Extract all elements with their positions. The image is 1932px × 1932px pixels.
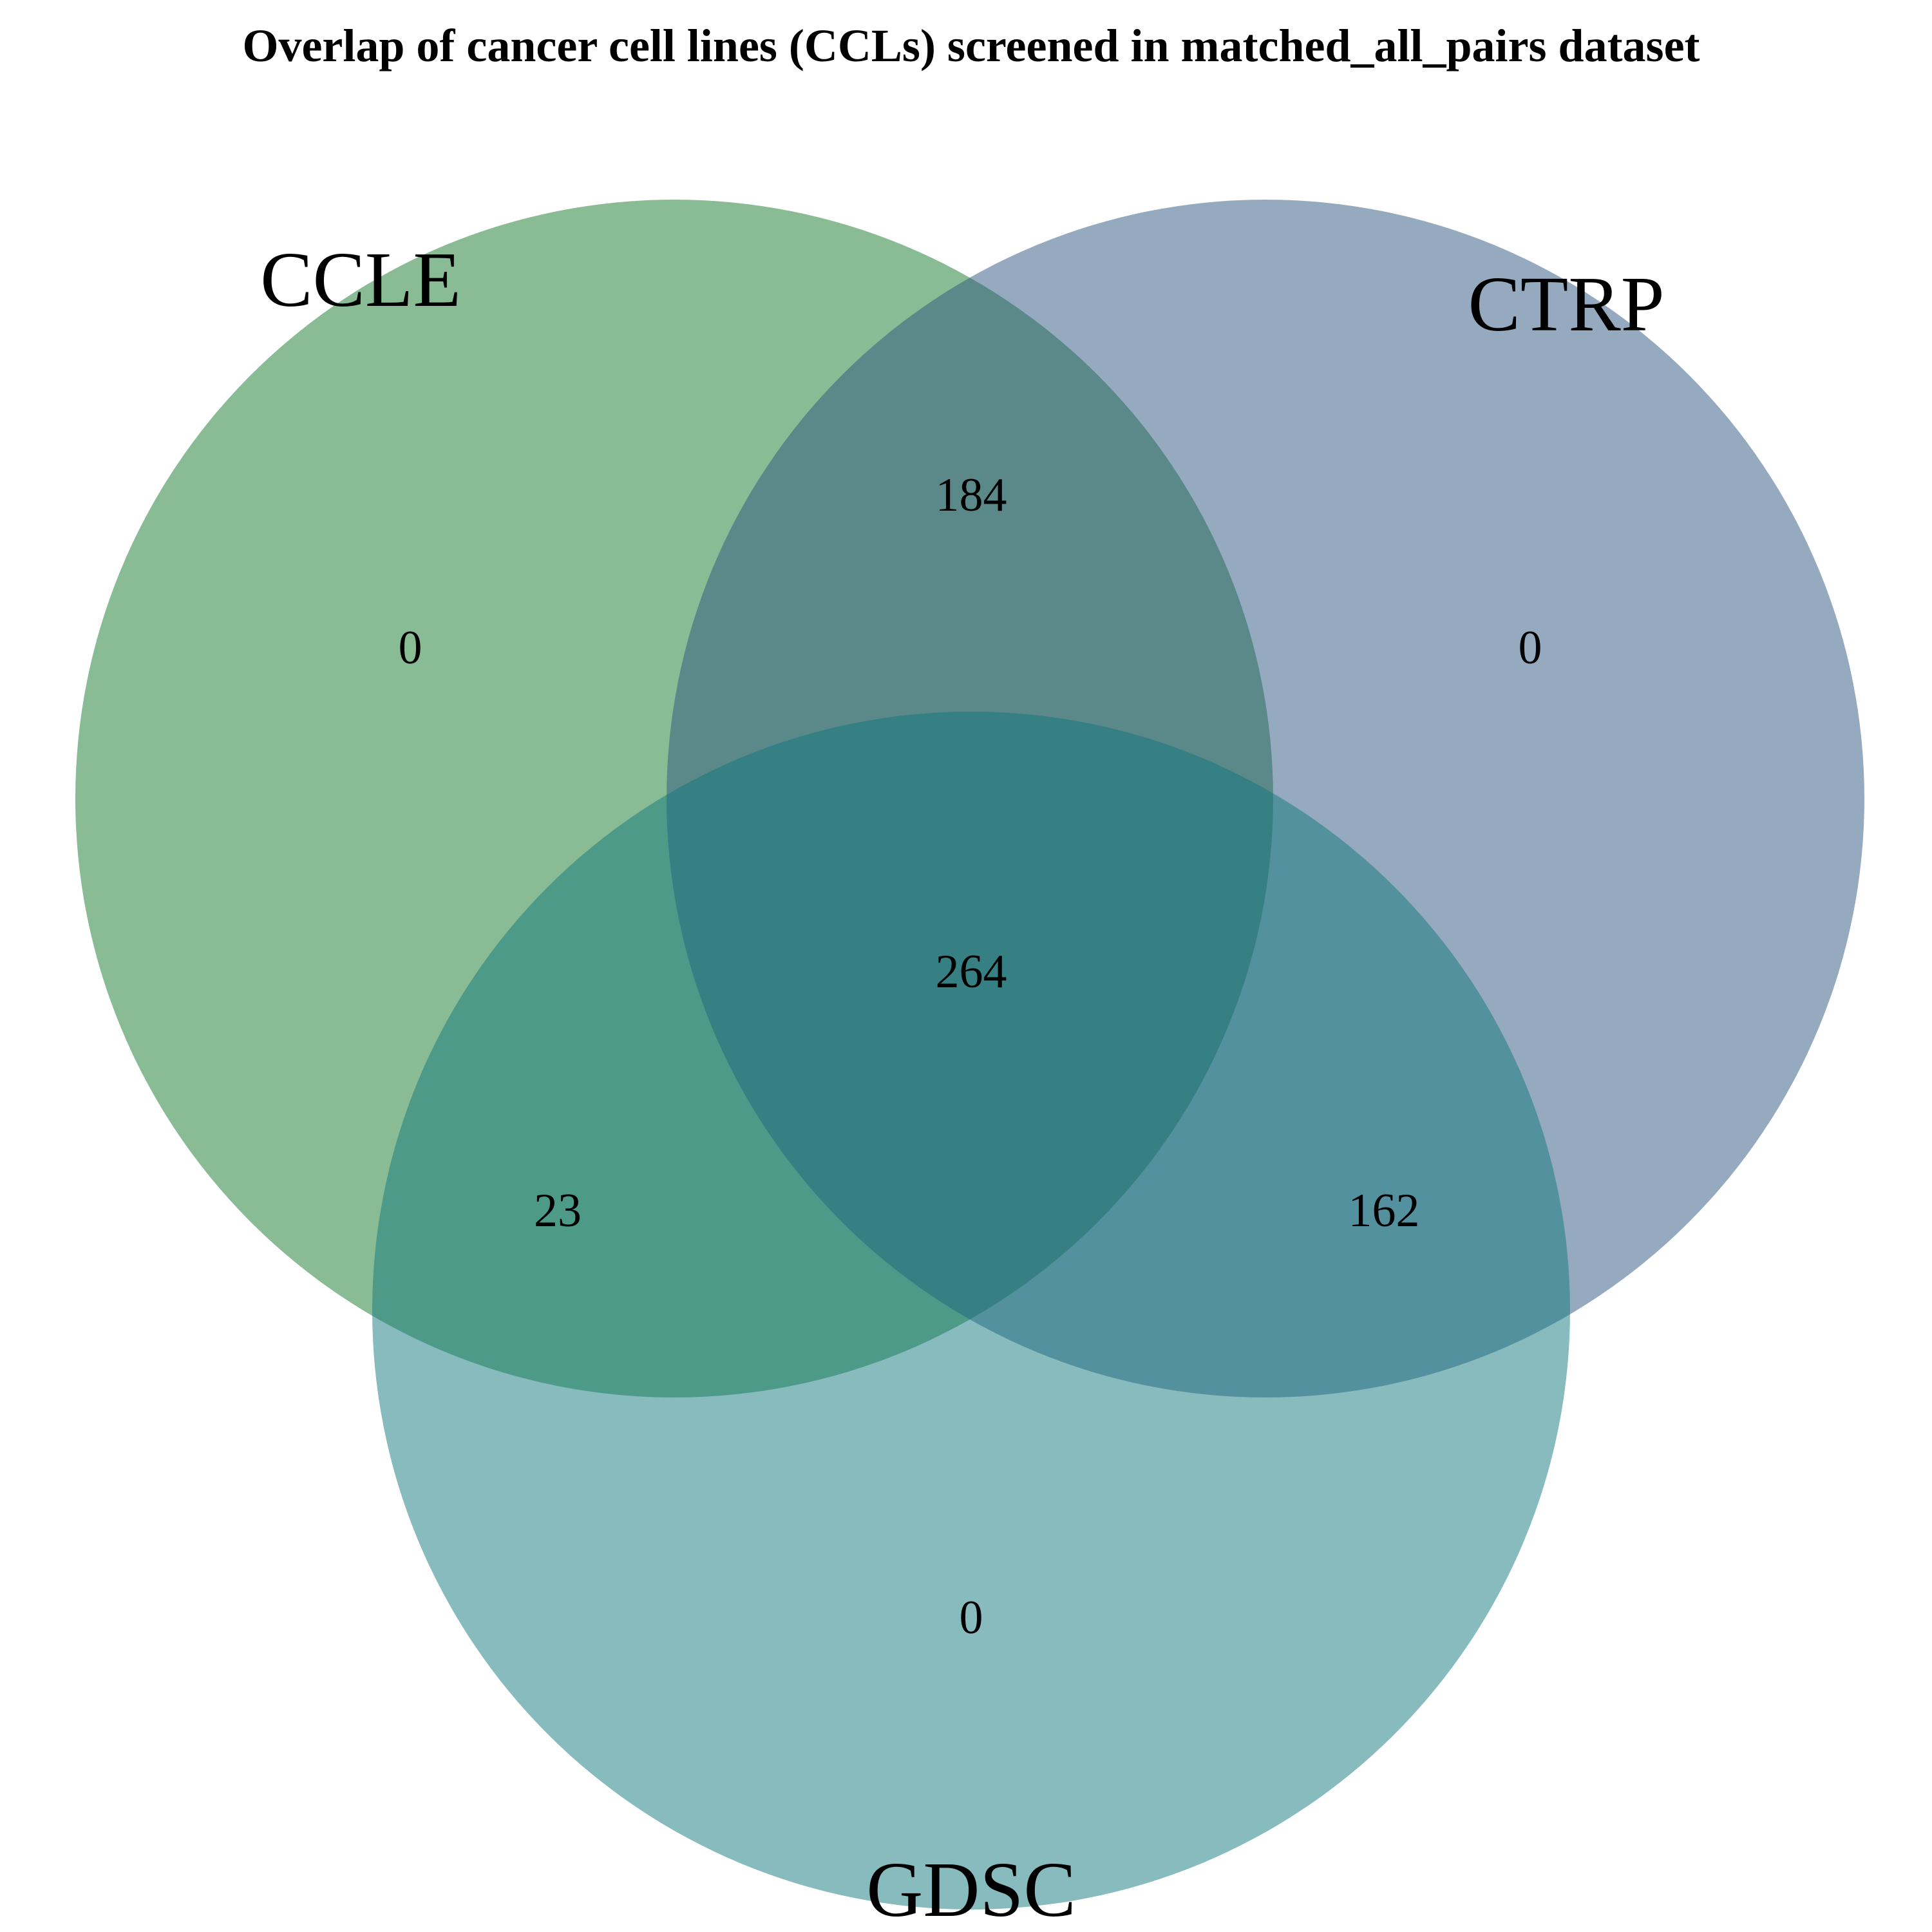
count-ccle-ctrp: 184: [936, 469, 1007, 522]
count-ccle-only: 0: [399, 621, 422, 674]
set-label-ctrp: CTRP: [1468, 261, 1664, 348]
count-gdsc-only: 0: [960, 1591, 983, 1644]
set-circles: [75, 200, 1864, 1909]
circle-gdsc: [372, 712, 1570, 1909]
set-label-gdsc: GDSC: [866, 1846, 1075, 1932]
count-ctrp-gdsc: 162: [1349, 1184, 1420, 1237]
chart-title: Overlap of cancer cell lines (CCLs) scre…: [242, 20, 1700, 71]
set-label-ccle: CCLE: [260, 236, 461, 323]
count-ccle-gdsc: 23: [534, 1184, 582, 1237]
count-ctrp-only: 0: [1519, 621, 1542, 674]
count-all-three: 264: [936, 945, 1007, 998]
